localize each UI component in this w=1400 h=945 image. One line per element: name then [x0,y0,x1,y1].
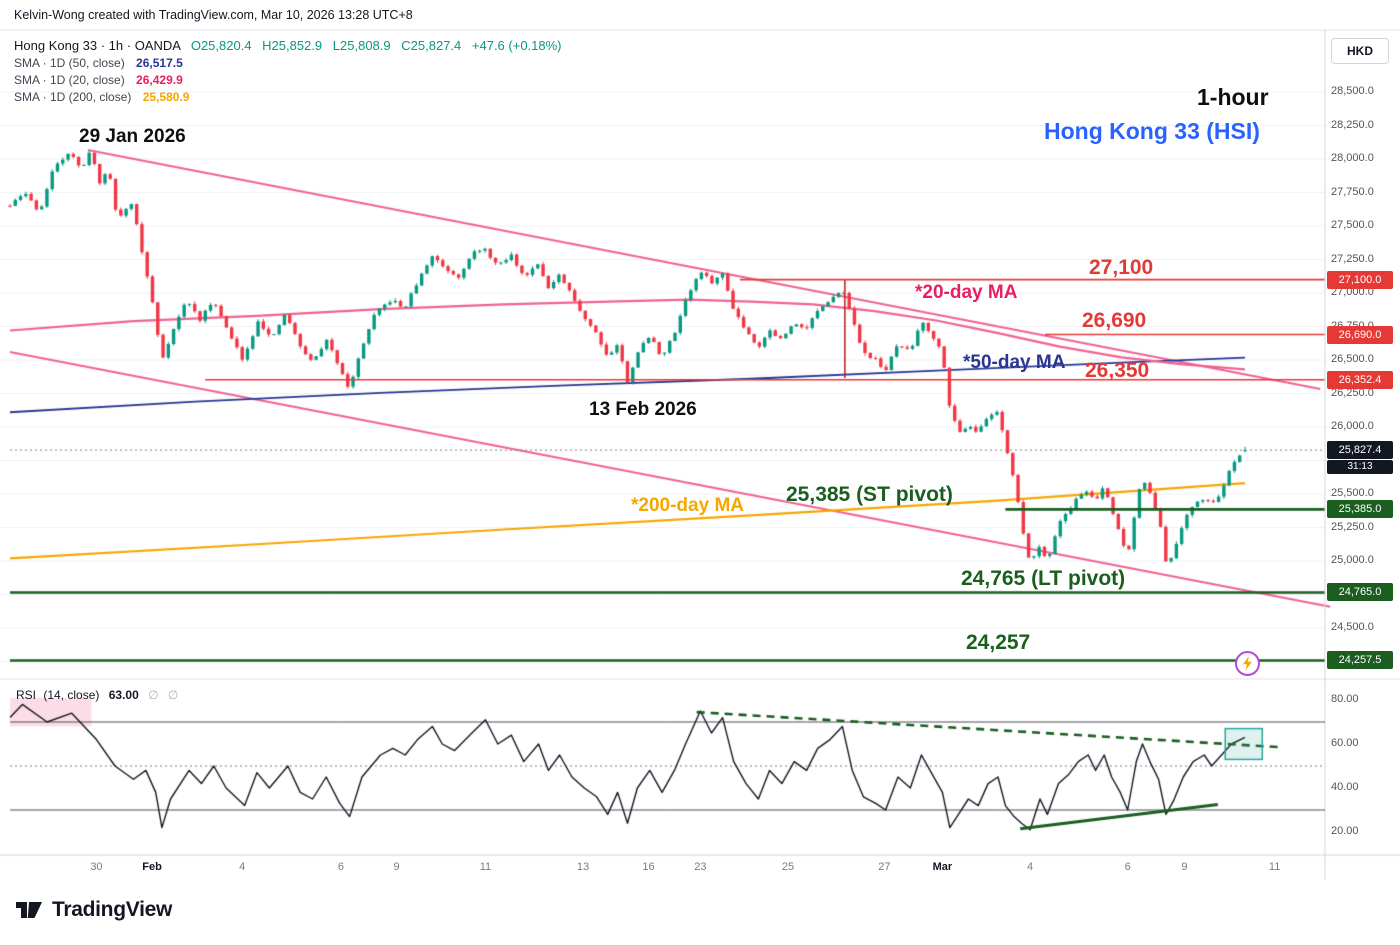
time-axis-label: 11 [479,861,492,873]
time-axis-label: 16 [642,861,655,873]
annotation-lt-pivot[interactable]: 24,765 (LT pivot) [961,567,1126,590]
time-axis-label: 9 [1181,861,1188,873]
annotation-20day-ma[interactable]: *20-day MA [915,282,1018,303]
annotation-200day-ma[interactable]: *200-day MA [631,495,744,516]
price-axis-label: 27,000.0 [1331,286,1374,298]
price-axis-label: 26,500.0 [1331,353,1374,365]
annotation-resistance-27100[interactable]: 27,100 [1089,256,1154,279]
price-level-badge: 24,765.0 [1327,583,1393,602]
price-axis-label: 27,500.0 [1331,219,1374,231]
currency-button[interactable]: HKD [1331,38,1389,64]
price-level-badge: 26,690.0 [1327,325,1393,344]
rsi-name[interactable]: RSI [16,688,37,702]
price-axis-label: 27,250.0 [1331,252,1374,265]
price-axis-label: 25,500.0 [1331,487,1374,499]
rsi-axis-label: 60.00 [1331,737,1359,749]
time-axis-label: 9 [393,861,400,873]
price-axis-label: 28,000.0 [1331,152,1374,164]
time-axis-label: 11 [1268,861,1281,873]
time-axis-label: Feb [142,861,162,873]
tradingview-logo[interactable]: TradingView [14,897,172,923]
rsi-axis-label: 40.00 [1331,781,1359,793]
price-axis-label: 26,000.0 [1331,420,1374,432]
symbol-title[interactable]: Hong Kong 33 · 1h · OANDA [14,38,181,53]
tradingview-logo-icon [16,902,42,918]
sma50-value: 26,517.5 [136,56,183,70]
time-axis-label: 6 [1124,861,1131,873]
flash-icon[interactable] [1234,650,1261,677]
annotation-st-pivot[interactable]: 25,385 (ST pivot) [786,483,953,506]
tradingview-logo-text: TradingView [52,898,173,921]
annotation-support-24257[interactable]: 24,257 [966,631,1031,654]
ohlc-change: +47.6 (+0.18%) [471,38,562,53]
rsi-value: 63.00 [108,688,139,702]
ohlc-high: H25,852.9 [262,38,323,53]
ohlc-close: C25,827.4 [401,38,462,53]
credit-line: Kelvin-Wong created with TradingView.com… [14,8,413,22]
price-axis-label: 26,250.0 [1331,386,1374,399]
time-axis-label: Mar [932,861,953,873]
time-axis-label: 6 [337,861,345,873]
rsi-pane[interactable] [0,679,1325,855]
chart-legend: Hong Kong 33 · 1h · OANDA O25,820.4 H25,… [14,38,562,104]
annotation-resistance-26690[interactable]: 26,690 [1082,309,1147,332]
sma50-row: SMA · 1D (50, close) 26,517.5 [14,56,562,70]
time-axis-label: 30 [90,861,103,873]
annotation-symbol[interactable]: Hong Kong 33 (HSI) [1044,118,1260,144]
annotation-50day-ma[interactable]: *50-day MA [963,352,1066,373]
symbol-row: Hong Kong 33 · 1h · OANDA O25,820.4 H25,… [14,38,562,53]
time-axis-label: 23 [694,861,707,873]
time-axis-label: 27 [878,861,891,873]
price-level-badge: 27,100.0 [1327,270,1393,289]
price-level-badge: 26,352.4 [1327,370,1393,389]
sma200-label[interactable]: SMA · 1D (200, close) [14,90,132,104]
rsi-params: (14, close) [43,688,100,702]
rsi-empty-slot-icon: ∅ [148,688,159,702]
annotation-resistance-26350[interactable]: 26,350 [1085,359,1150,382]
ohlc-open: O25,820.4 [190,38,252,53]
sma50-label[interactable]: SMA · 1D (50, close) [14,56,125,70]
price-axis-label: 25,250.0 [1331,520,1374,533]
price-level-badge: 25,385.0 [1327,500,1393,519]
price-level-badge: 25,827.4 [1327,441,1393,460]
sma20-row: SMA · 1D (20, close) 26,429.9 [14,73,562,87]
sma20-label[interactable]: SMA · 1D (20, close) [14,73,125,87]
ohlc-low: L25,808.9 [332,38,391,53]
price-level-badge: 24,257.5 [1327,651,1393,670]
rsi-axis-label: 80.00 [1331,693,1359,705]
rsi-legend: RSI (14, close) 63.00 ∅ ∅ [16,688,178,702]
time-axis-label: 4 [239,861,246,873]
price-axis-label: 24,500.0 [1331,621,1374,633]
sma200-row: SMA · 1D (200, close) 25,580.9 [14,90,562,104]
annotation-timeframe[interactable]: 1-hour [1197,84,1269,110]
time-axis-label: 4 [1027,861,1034,873]
annotation-date-feb[interactable]: 13 Feb 2026 [589,399,697,420]
time-axis-label: 13 [576,861,590,873]
sma200-value: 25,580.9 [142,90,190,104]
price-axis-label: 28,500.0 [1331,85,1374,97]
sma20-value: 26,429.9 [136,73,183,87]
bar-countdown-badge: 31:13 [1327,460,1393,475]
rsi-empty-slot-icon: ∅ [167,688,179,702]
time-axis-label: 25 [781,861,795,873]
price-axis-label: 25,000.0 [1331,554,1374,566]
price-axis-label: 27,750.0 [1331,185,1374,198]
price-axis-label: 28,250.0 [1331,118,1374,131]
rsi-axis-label: 20.00 [1331,825,1359,837]
annotation-date-jan[interactable]: 29 Jan 2026 [79,126,186,147]
